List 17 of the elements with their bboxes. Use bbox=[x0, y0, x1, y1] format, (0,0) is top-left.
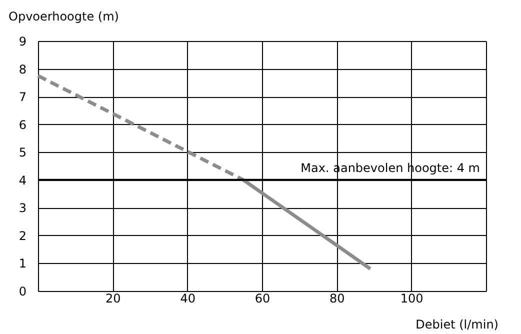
x-axis-title: Debiet (l/min) bbox=[416, 318, 498, 332]
x-tick-label: 80 bbox=[330, 292, 345, 306]
y-tick-label: 8 bbox=[18, 62, 26, 76]
x-tick-label: 40 bbox=[180, 292, 196, 306]
y-tick-label: 2 bbox=[18, 228, 26, 243]
y-tick-label: 9 bbox=[18, 34, 26, 48]
y-tick-label: 3 bbox=[18, 201, 26, 216]
y-tick-label: 6 bbox=[18, 118, 26, 132]
y-tick-label: 7 bbox=[18, 90, 26, 104]
x-tick-label: 20 bbox=[106, 292, 121, 306]
x-tick-label: 60 bbox=[254, 292, 270, 306]
x-tick-label: 100 bbox=[400, 292, 424, 306]
y-tick-label: 4 bbox=[18, 173, 26, 188]
y-tick-label: 5 bbox=[18, 146, 26, 160]
y-tick-label: 0 bbox=[18, 284, 26, 298]
y-axis-title: Opvoerhoogte (m) bbox=[8, 10, 119, 24]
y-tick-label: 1 bbox=[18, 256, 26, 271]
